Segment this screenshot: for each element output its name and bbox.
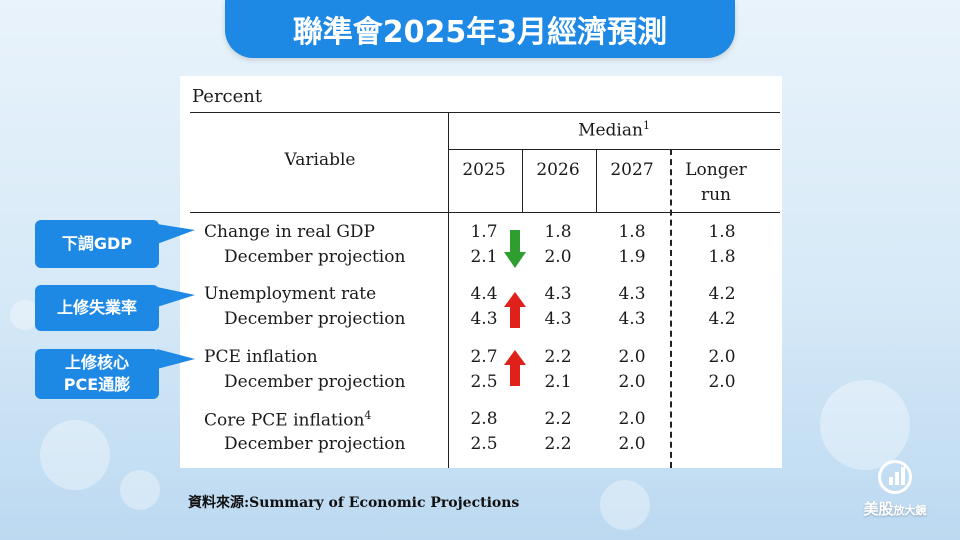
table-cell: 2.0 [618,434,646,454]
table-cell: 2.5 [470,372,498,392]
callout-core-pce-up: 上修核心 PCE通膨 [35,349,159,399]
row-label: PCE inflation [204,347,318,367]
table-cell: 4.4 [470,284,498,304]
table-rule-header [190,212,780,214]
background-bokeh [820,380,910,470]
callout-pointer [157,287,195,307]
arrow-up-icon [504,292,526,328]
brand-logo: 美股放大鏡 [850,460,940,522]
year-header: 2027 [610,160,654,180]
arrow-down-icon [504,230,526,268]
row-label: Change in real GDP [204,222,375,242]
table-cell: 4.3 [618,284,646,304]
source-label: 資料來源: [188,495,250,511]
callout-pointer [157,349,195,369]
row-label: December projection [224,309,406,329]
table-cell: 2.2 [544,434,572,454]
table-cell: 4.3 [544,284,572,304]
background-bokeh [120,470,160,510]
row-label: December projection [224,372,406,392]
table-cell: 4.2 [708,309,736,329]
table-cell: 2.1 [470,247,498,267]
table-cell: 2.0 [708,347,736,367]
table-cell: 4.3 [544,309,572,329]
longer-run-header: run [700,185,732,205]
table-cell: 2.8 [470,409,498,429]
table-rule-median [448,149,780,151]
row-label: Unemployment rate [204,284,377,304]
table-cell: 2.2 [544,347,572,367]
median-header: Median1 [578,119,650,141]
variable-header: Variable [284,150,356,170]
table-cell: 4.3 [618,309,646,329]
table-cell: 1.9 [618,247,646,267]
callout-gdp-down: 下調GDP [35,220,159,268]
callout-line: 上修核心 [64,353,129,372]
table-vrule [596,149,598,212]
table-cell: 2.0 [618,347,646,367]
table-cell: 1.7 [470,222,498,242]
table-cell: 1.8 [544,222,572,242]
table-unit: Percent [192,86,263,107]
table-cell: 2.0 [544,247,572,267]
callout-pointer [157,224,195,244]
row-footnote: 4 [364,409,372,422]
table-cell: 4.3 [470,309,498,329]
table-cell: 1.8 [618,222,646,242]
callout-line: PCE通膨 [63,375,131,394]
table-cell: 2.1 [544,372,572,392]
source-note: 資料來源:Summary of Economic Projections [188,492,519,512]
table-vrule [448,112,450,468]
table-cell: 2.0 [618,372,646,392]
year-header: 2026 [536,160,580,180]
table-cell: 2.0 [618,409,646,429]
table-cell: 2.5 [470,434,498,454]
row-label: December projection [224,247,406,267]
table-vrule [522,149,524,212]
table-rule-top [190,112,780,114]
row-label: Core PCE inflation4 [204,409,372,431]
page-title: 聯準會2025年3月經濟預測 [225,0,735,58]
table-dashed-rule [670,149,672,468]
year-header: 2025 [462,160,506,180]
brand-name: 美股放大鏡 [863,500,927,518]
row-label: December projection [224,434,406,454]
median-footnote: 1 [642,119,650,132]
source-text: Summary of Economic Projections [249,495,520,511]
table-cell: 1.8 [708,247,736,267]
background-bokeh [600,480,650,530]
median-label: Median [578,120,643,141]
magnifier-chart-icon [878,460,912,494]
table-cell: 2.7 [470,347,498,367]
arrow-up-icon [504,350,526,386]
table-cell: 1.8 [708,222,736,242]
table-cell: 2.2 [544,409,572,429]
table-cell: 2.0 [708,372,736,392]
callout-unemployment-up: 上修失業率 [35,285,159,331]
background-bokeh [40,420,110,490]
longer-run-header: Longer [685,160,747,180]
projection-table: Percent Variable Median1 2025 2026 2027 … [180,76,782,468]
table-cell: 4.2 [708,284,736,304]
